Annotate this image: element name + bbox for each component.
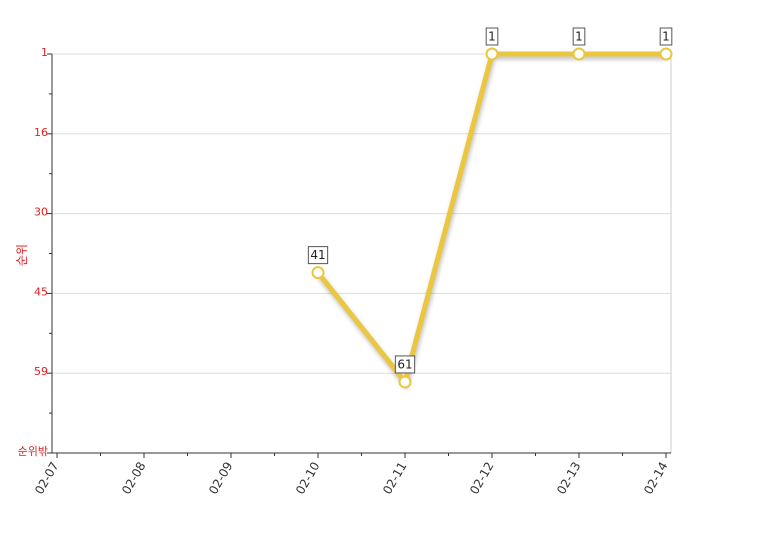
series-line xyxy=(316,51,666,385)
point xyxy=(398,375,412,389)
data-label-box xyxy=(659,27,673,46)
data-label-box xyxy=(572,27,586,46)
x-tick-label: 02-09 xyxy=(206,460,236,497)
data-label: 1 xyxy=(662,30,670,44)
data-label-box xyxy=(307,246,329,265)
x-tick-label: 02-13 xyxy=(554,460,584,497)
x-tick-label: 02-12 xyxy=(467,460,497,497)
point xyxy=(659,47,673,61)
x-tick-label: 02-08 xyxy=(119,460,149,497)
y-tick-label: 45 xyxy=(34,285,48,298)
x-tick-label: 02-14 xyxy=(641,460,671,497)
x-tick-label: 02-10 xyxy=(293,460,323,497)
y-tick-label: 순위밖 xyxy=(18,445,48,458)
y-tick-label: 30 xyxy=(34,206,48,219)
point xyxy=(311,266,325,280)
y-axis-label: 순위 xyxy=(15,244,29,266)
data-label: 41 xyxy=(310,248,325,262)
data-label-box xyxy=(394,355,416,374)
y-tick-label: 59 xyxy=(34,365,48,378)
data-label: 61 xyxy=(397,357,412,371)
y-tick-label: 1 xyxy=(41,46,48,59)
x-tick-label: 02-07 xyxy=(32,460,62,497)
data-label: 1 xyxy=(488,30,496,44)
point xyxy=(572,47,586,61)
x-tick-label: 02-11 xyxy=(380,460,410,497)
y-tick-label: 16 xyxy=(34,126,48,139)
data-label-box xyxy=(485,27,499,46)
data-label: 1 xyxy=(575,30,583,44)
point xyxy=(485,47,499,61)
